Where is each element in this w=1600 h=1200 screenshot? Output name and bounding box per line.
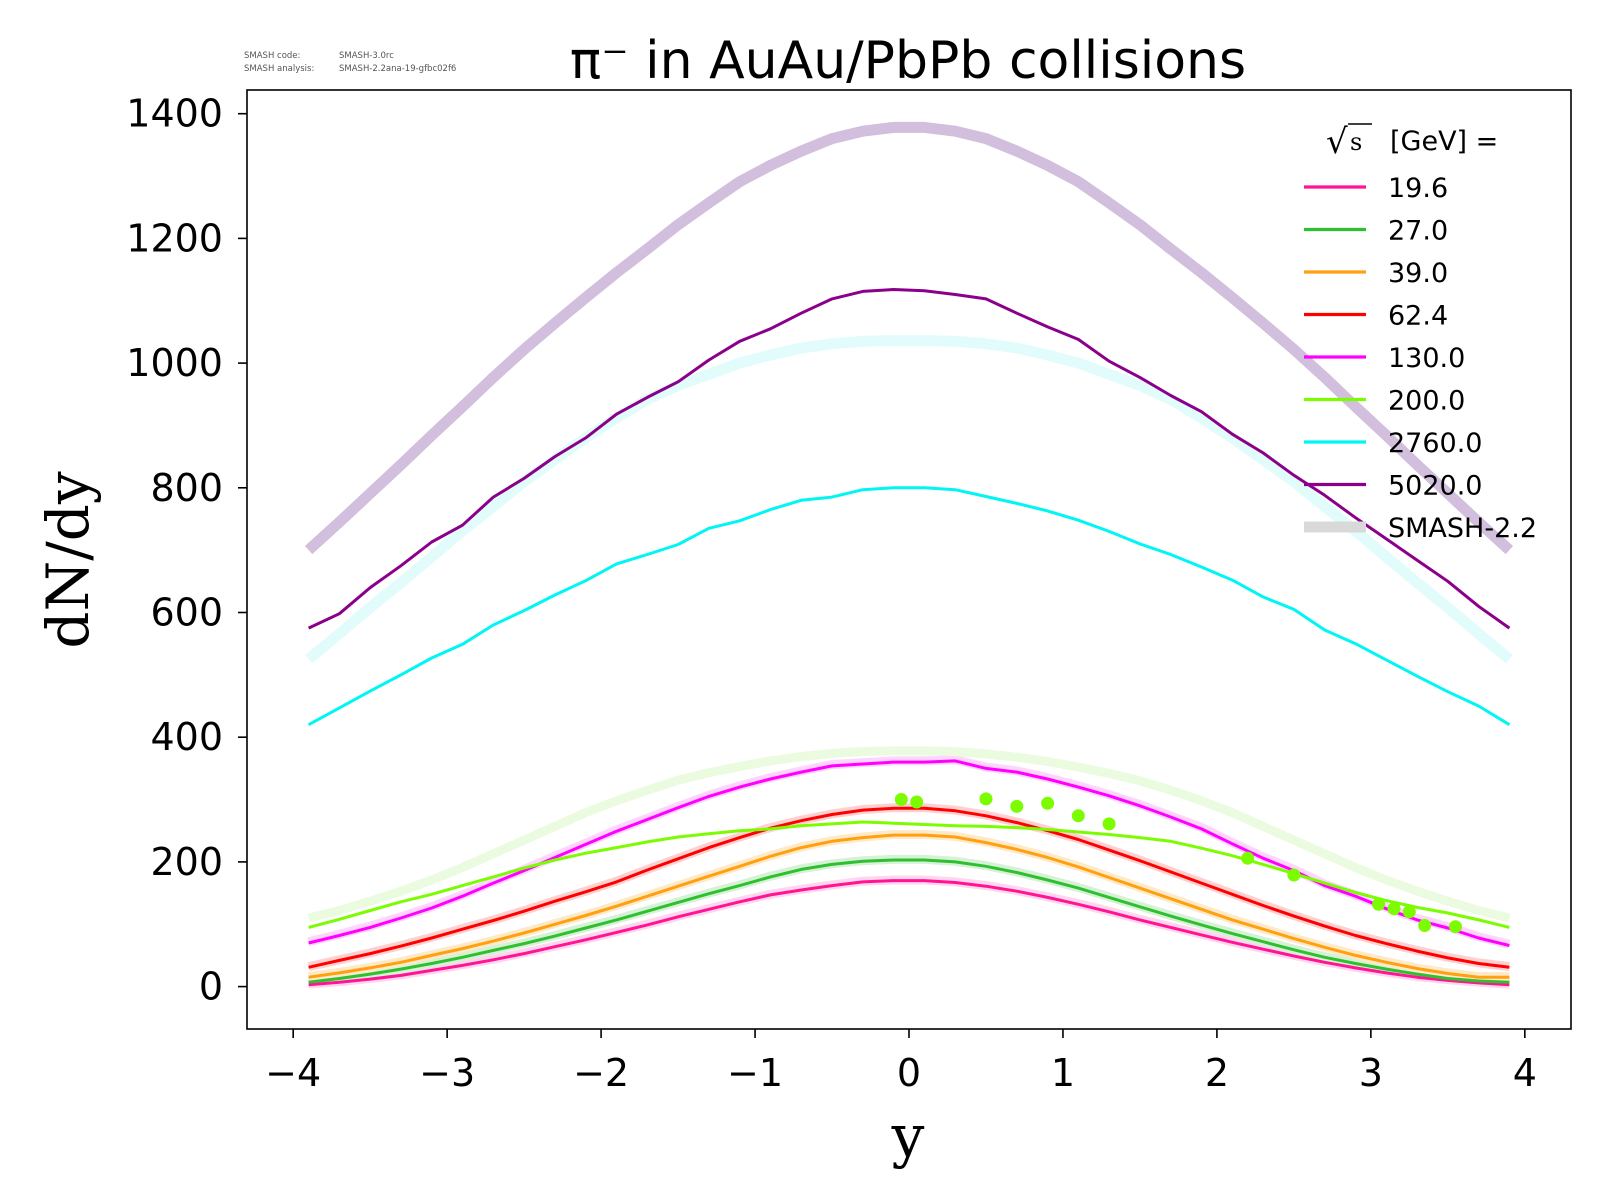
- y-tick-label: 1200: [126, 216, 223, 260]
- reference-line-19-6: [308, 875, 1510, 989]
- x-tick-label: 2: [1205, 1051, 1229, 1095]
- y-axis-label: dN/dy: [34, 471, 102, 649]
- x-tick-label: −3: [419, 1051, 475, 1095]
- plot-content: [304, 121, 1514, 989]
- y-tick-label: 1400: [126, 92, 223, 136]
- x-tick-label: −1: [727, 1051, 783, 1095]
- data-point: [1418, 919, 1432, 932]
- legend-label-reference: SMASH-2.2: [1388, 513, 1537, 544]
- legend-entries: 19.6 27.0 39.0 62.4 130.0 200.0 2760.0 5020.0 SM…: [1304, 173, 1537, 544]
- x-tick-label: 1: [1051, 1051, 1075, 1095]
- x-tick-label: 0: [897, 1051, 921, 1095]
- data-point: [1287, 868, 1301, 882]
- series-line-62-4: [308, 806, 1510, 969]
- legend-header: √ s [GeV] =: [1326, 122, 1498, 162]
- x-tick-label: −4: [265, 1051, 321, 1095]
- data-point: [894, 793, 908, 806]
- x-tick-label: 3: [1359, 1051, 1383, 1095]
- series-line-39-0: [308, 833, 1510, 979]
- software-info: SMASH code: SMASH-3.0rc SMASH analysis: …: [244, 51, 456, 74]
- legend-label-5020-0: 5020.0: [1388, 471, 1482, 502]
- legend-label-39-0: 39.0: [1388, 258, 1448, 289]
- data-point: [1449, 920, 1462, 934]
- data-point: [1010, 799, 1024, 813]
- legend: √ s [GeV] = 19.6 27.0 39.0 62.4 130.0 200.0 27…: [1304, 122, 1537, 544]
- legend-label-200-0: 200.0: [1388, 386, 1465, 417]
- chart-title: π⁻ in AuAu/PbPb collisions: [570, 31, 1246, 91]
- data-point: [910, 795, 924, 809]
- legend-header-label: [GeV] =: [1390, 126, 1498, 157]
- data-point: [979, 792, 993, 806]
- reference-line-2760-0: [305, 335, 1513, 664]
- data-point: [1387, 902, 1401, 916]
- sqrt-s-symbol: s: [1350, 128, 1362, 156]
- legend-label-19-6: 19.6: [1388, 173, 1448, 204]
- y-tick-label: 800: [150, 466, 223, 510]
- plot-frame: [246, 89, 1572, 1030]
- legend-label-62-4: 62.4: [1388, 301, 1448, 332]
- legend-label-130-0: 130.0: [1388, 343, 1465, 374]
- sqrt-symbol: √: [1326, 122, 1348, 162]
- y-axis: 0 200 400 600 800 1000 1200 1400: [126, 92, 247, 1009]
- y-tick-label: 400: [150, 715, 223, 759]
- x-tick-label: 4: [1513, 1051, 1537, 1095]
- software-analysis-label: SMASH analysis:: [244, 64, 314, 74]
- reference-line-200-0: [307, 746, 1511, 923]
- series-line-27-0: [308, 858, 1510, 984]
- y-tick-label: 200: [150, 840, 223, 884]
- data-point: [1102, 817, 1116, 831]
- series-line-200-0: [308, 820, 1510, 929]
- data-point: [1241, 851, 1255, 865]
- series-line-2760-0: [307, 486, 1511, 727]
- data-point: [1372, 897, 1386, 911]
- software-code-value: SMASH-3.0rc: [339, 51, 394, 61]
- y-tick-label: 1000: [126, 341, 223, 385]
- series-line-19-6: [308, 879, 1510, 987]
- legend-label-2760-0: 2760.0: [1388, 428, 1482, 459]
- x-axis-label: y: [891, 1102, 925, 1170]
- y-tick-label: 0: [199, 965, 223, 1009]
- legend-label-27-0: 27.0: [1388, 216, 1448, 247]
- software-code-label: SMASH code:: [244, 51, 300, 61]
- software-analysis-value: SMASH-2.2ana-19-gfbc02f6: [339, 64, 456, 74]
- data-point: [1071, 809, 1085, 823]
- x-tick-label: −2: [573, 1051, 629, 1095]
- x-axis: −4 −3 −2 −1 0 1 2 3 4: [265, 1029, 1537, 1095]
- y-tick-label: 600: [150, 590, 223, 634]
- data-point: [1041, 796, 1055, 810]
- reference-line-5020-0: [304, 121, 1514, 555]
- data-point: [1402, 905, 1416, 919]
